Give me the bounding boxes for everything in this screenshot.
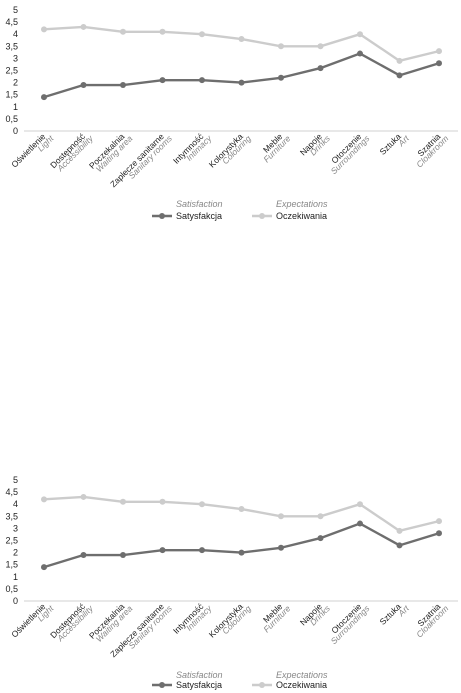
data-point <box>278 544 284 551</box>
y-tick-label: 5 <box>13 475 18 485</box>
y-tick-label: 3,5 <box>5 41 18 51</box>
data-point <box>238 79 245 86</box>
y-tick-label: 3 <box>13 53 18 63</box>
legend-swatch-marker <box>259 213 265 219</box>
data-point <box>238 549 245 556</box>
data-point <box>80 493 87 500</box>
data-point <box>41 496 47 503</box>
data-point <box>238 506 245 513</box>
data-point <box>357 520 363 527</box>
data-point <box>317 535 324 542</box>
data-point <box>199 31 205 38</box>
line-chart-1: 00,511,522,533,544,55OświetlenieLightDos… <box>5 5 458 221</box>
data-point <box>317 43 324 50</box>
data-point <box>80 23 87 30</box>
data-point <box>199 547 205 554</box>
data-point <box>120 498 126 505</box>
data-point <box>396 72 403 79</box>
data-point <box>396 542 403 549</box>
y-tick-label: 4,5 <box>5 17 18 27</box>
y-tick-label: 1 <box>13 572 18 582</box>
line-chart-2: 00,511,522,533,544,55OświetlenieLightDos… <box>5 475 458 690</box>
data-point <box>436 48 442 55</box>
y-tick-label: 0 <box>13 596 18 606</box>
y-tick-label: 1 <box>13 102 18 112</box>
legend-label-en: Satisfaction <box>176 199 223 209</box>
data-point <box>159 547 166 554</box>
data-point <box>159 498 166 505</box>
y-tick-label: 4,5 <box>5 487 18 497</box>
data-point <box>317 513 324 520</box>
data-point <box>120 28 126 35</box>
y-tick-label: 2 <box>13 78 18 88</box>
legend-label: Oczekiwania <box>276 680 327 690</box>
legend-label-en: Expectations <box>276 670 328 680</box>
data-point <box>199 77 205 84</box>
y-tick-label: 0 <box>13 126 18 136</box>
data-point <box>41 26 47 33</box>
legend-label: Satysfakcja <box>176 211 222 221</box>
data-point <box>357 501 363 508</box>
legend-label: Satysfakcja <box>176 680 222 690</box>
y-tick-label: 4 <box>13 29 18 39</box>
y-tick-label: 2,5 <box>5 66 18 76</box>
data-point <box>41 564 47 571</box>
data-point <box>396 527 403 534</box>
data-point <box>278 74 284 81</box>
data-point <box>357 50 363 57</box>
data-point <box>159 28 166 35</box>
y-tick-label: 5 <box>13 5 18 15</box>
y-tick-label: 3,5 <box>5 511 18 521</box>
data-point <box>278 513 284 520</box>
data-point <box>396 57 403 64</box>
data-point <box>238 36 245 43</box>
data-point <box>436 530 442 537</box>
data-point <box>120 82 126 89</box>
series-line-Satysfakcja <box>43 52 440 99</box>
data-point <box>41 94 47 101</box>
legend-swatch-marker <box>259 682 265 688</box>
data-point <box>80 552 87 559</box>
data-point <box>357 31 363 38</box>
data-point <box>199 501 205 508</box>
legend-label-en: Satisfaction <box>176 670 223 680</box>
legend-swatch-marker <box>159 213 165 219</box>
y-tick-label: 4 <box>13 499 18 509</box>
y-tick-label: 1,5 <box>5 560 18 570</box>
legend-swatch-marker <box>159 682 165 688</box>
series-line-Satysfakcja <box>43 522 440 569</box>
legend-label: Oczekiwania <box>276 211 327 221</box>
data-point <box>436 518 442 525</box>
y-tick-label: 2 <box>13 548 18 558</box>
data-point <box>317 65 324 72</box>
data-point <box>436 60 442 67</box>
y-tick-label: 3 <box>13 523 18 533</box>
y-tick-label: 0,5 <box>5 114 18 124</box>
y-tick-label: 2,5 <box>5 536 18 546</box>
data-point <box>278 43 284 50</box>
data-point <box>80 82 87 89</box>
series-line-Oczekiwania <box>43 25 440 63</box>
y-tick-label: 0,5 <box>5 584 18 594</box>
series-line-Oczekiwania <box>43 495 440 533</box>
y-tick-label: 1,5 <box>5 90 18 100</box>
data-point <box>120 552 126 559</box>
data-point <box>159 77 166 84</box>
legend-label-en: Expectations <box>276 199 328 209</box>
